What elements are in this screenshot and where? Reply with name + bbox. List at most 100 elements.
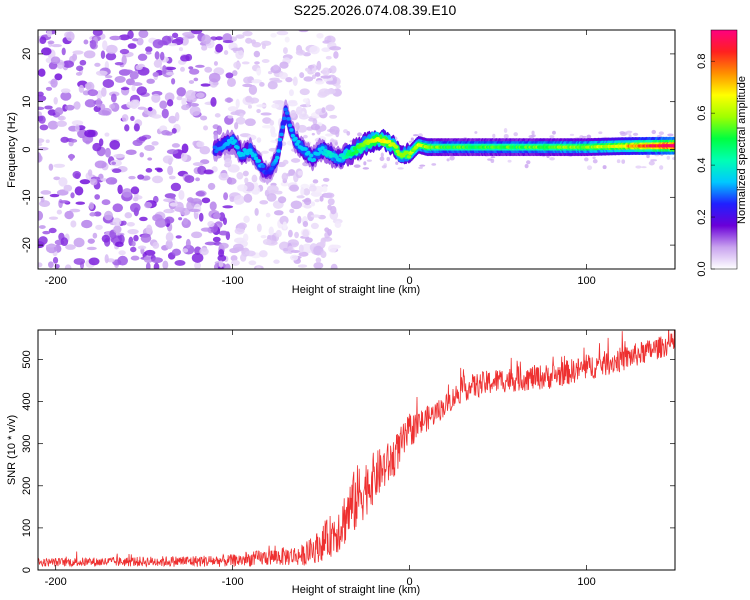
spectrogram-noise-blob (251, 174, 258, 183)
spectrogram-noise-blob (124, 212, 133, 219)
spectrogram-noise-blob (237, 222, 247, 230)
spectrogram-noise-blob (47, 40, 55, 45)
spectrogram-noise-blob (162, 64, 167, 75)
spectrogram-noise-blob (47, 109, 57, 116)
spectrogram-noise-blob (151, 257, 163, 264)
spectrogram-noise-blob (145, 168, 153, 173)
spectrogram-noise-blob (297, 215, 302, 224)
spectrogram-noise-blob (73, 101, 81, 110)
spectrogram-speckle (650, 159, 658, 162)
spectrogram-noise-blob (222, 40, 234, 44)
spectrogram-noise-blob (56, 209, 63, 215)
spectrogram-noise-blob (210, 97, 217, 107)
spectrogram-noise-blob (245, 37, 253, 44)
spectrogram-noise-blob (48, 216, 59, 220)
spectrogram-noise-blob (199, 247, 209, 256)
spectrogram-tone-cell (672, 144, 675, 148)
spectrogram-noise-blob (298, 251, 309, 257)
spectrogram-noise-blob (217, 254, 227, 262)
spectrogram-speckle (363, 161, 367, 166)
spectrogram-tone-cell (229, 136, 235, 141)
spectrogram-noise-blob (94, 194, 101, 200)
spectrogram-tone-cell (290, 133, 295, 138)
spectrogram-noise-blob (178, 189, 185, 200)
spectrogram-noise-blob (188, 208, 201, 213)
spectrogram-tone-cell (293, 136, 298, 141)
spectrogram-noise-blob (224, 158, 233, 166)
spectrogram-noise-blob (104, 147, 111, 158)
spectrogram-noise-blob (54, 73, 63, 81)
spectrogram-noise-blob (86, 246, 97, 251)
spectrogram-noise-blob (310, 214, 321, 218)
spectrogram-marks (38, 30, 675, 269)
spectrogram-speckle (640, 166, 647, 169)
spectrogram-noise-blob (38, 152, 42, 163)
snr-ytick-label: 0 (21, 567, 33, 573)
spectrogram-noise-blob (178, 217, 183, 221)
spectrogram-speckle (592, 156, 596, 160)
spectrogram-tone-cell (277, 137, 283, 142)
spectrogram-noise-blob (125, 149, 137, 155)
spectrogram-noise-blob (302, 98, 309, 103)
spectrogram-noise-blob (184, 175, 195, 183)
spectrogram-speckle (651, 129, 657, 135)
spectrogram-noise-blob (234, 227, 245, 235)
spectrogram-speckle (658, 131, 664, 136)
spectrogram-speckle (474, 131, 478, 134)
spectrogram-tone-cell (354, 149, 359, 154)
spectrogram-noise-blob (251, 79, 262, 84)
spectrogram-noise-blob (324, 227, 330, 233)
spectrogram-noise-blob (282, 47, 288, 54)
spectrogram-speckle (646, 154, 650, 159)
colorbar-tick-label: 0.8 (696, 54, 708, 69)
spectrogram-noise-blob (243, 193, 253, 203)
spectrogram-noise-blob (295, 49, 306, 56)
snr-ytick-label: 300 (21, 435, 33, 453)
spectrogram-xtick-label: 100 (577, 275, 595, 287)
spectrogram-noise-blob (39, 200, 51, 207)
spectrogram-noise-blob (215, 43, 224, 53)
spectrogram-noise-blob (131, 241, 136, 247)
spectrogram-noise-blob (193, 77, 199, 82)
spectrogram-noise-blob (113, 225, 122, 234)
spectrogram-noise-blob (302, 220, 309, 228)
spectrogram-noise-blob (163, 198, 174, 203)
spectrogram-noise-blob (320, 239, 326, 248)
spectrogram-noise-blob (164, 92, 175, 102)
spectrogram-noise-blob (195, 177, 200, 182)
spectrogram-noise-blob (144, 201, 153, 209)
spectrogram-noise-blob (84, 99, 96, 108)
spectrogram-speckle (627, 130, 633, 133)
colorbar-tick-label: 0.6 (696, 105, 708, 120)
spectrogram-noise-blob (164, 216, 175, 224)
spectrogram-speckle (569, 133, 575, 136)
spectrogram-noise-blob (289, 184, 300, 192)
spectrogram-noise-blob (243, 215, 250, 223)
spectrogram-noise-blob (276, 30, 289, 36)
spectrogram-ytick-label: 10 (21, 96, 33, 108)
spectrogram-noise-blob (271, 103, 280, 109)
spectrogram-noise-blob (130, 115, 135, 121)
spectrogram-speckle (526, 160, 531, 165)
spectrogram-noise-blob (100, 50, 106, 59)
spectrogram-noise-blob (166, 149, 179, 155)
spectrogram-noise-blob (321, 67, 331, 76)
spectrogram-noise-blob (249, 97, 260, 104)
spectrogram-noise-blob (112, 217, 122, 227)
spectrogram-tone-cell (320, 146, 325, 150)
spectrogram-noise-blob (226, 177, 237, 185)
spectrogram-noise-blob (40, 196, 45, 203)
spectrogram-noise-blob (242, 31, 253, 37)
spectrogram-noise-blob (321, 107, 326, 114)
spectrogram-noise-blob (181, 143, 189, 154)
spectrogram-noise-blob (69, 153, 74, 161)
spectrogram-tone-cell (296, 139, 301, 144)
spectrogram-noise-blob (39, 36, 47, 45)
spectrogram-noise-blob (244, 177, 249, 184)
spectrogram-noise-blob (130, 255, 140, 261)
colorbar-ticks: 0.0 0.2 0.4 0.6 0.8 (696, 54, 715, 277)
spectrogram-noise-blob (204, 241, 217, 246)
spectrogram-noise-blob (113, 153, 126, 159)
snr-ticks: -200 -100 0 100 0 100 200 300 400 500 (21, 330, 675, 588)
